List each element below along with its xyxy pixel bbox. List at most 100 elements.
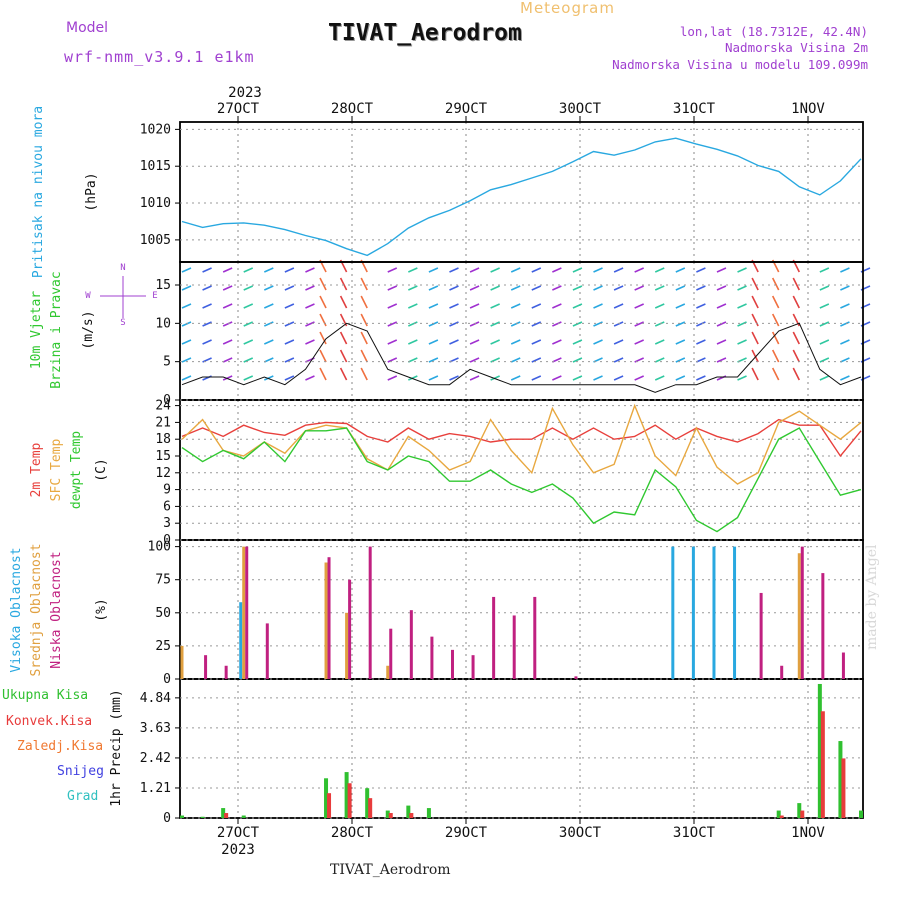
wind-arrow-9-4 [360, 331, 368, 345]
cloud-bar-0-26 [712, 546, 716, 679]
precip-bar-0-3 [241, 815, 246, 818]
temp-ylabel-name-2: dewpt Temp [69, 431, 84, 509]
cloud-ylabel-name-0: Visoka Oblacnost [9, 547, 24, 672]
wind-arrow-7-4 [319, 331, 327, 345]
wind-arrow-17-6 [531, 375, 542, 381]
wind-arrow-2-4 [222, 339, 233, 345]
ytick-label-temperature-0: 0 [163, 533, 171, 548]
pressure-ylabel-unit: (hPa) [84, 172, 99, 211]
panel-frame-precipitation [179, 678, 864, 819]
ytick-label-temperature-2: 6 [163, 499, 171, 514]
wind-arrow-3-5 [243, 357, 254, 363]
wind-arrow-15-3 [490, 321, 500, 327]
precip-ylabel-unit: 1hr Precip (mm) [109, 689, 124, 806]
wind-arrow-23-2 [654, 303, 665, 309]
ytick-label-clouds-0: 0 [163, 672, 171, 687]
wind-arrow-5-1 [284, 285, 295, 291]
wind-arrow-18-0 [552, 267, 562, 273]
precip-bar-0-12 [426, 808, 431, 818]
wind-arrow-27-2 [737, 303, 747, 309]
ytick-label-pressure-2: 1015 [140, 159, 171, 174]
cloud-bar-2-13 [450, 649, 454, 679]
wind-arrow-4-6 [263, 375, 274, 381]
wind-arrow-14-1 [469, 285, 480, 291]
ytick-label-precipitation-0: 0 [163, 811, 171, 826]
day-label-top-5: 1NOV [791, 101, 825, 117]
panel-frame-temperature [179, 399, 864, 541]
wind-arrow-13-3 [449, 321, 459, 327]
precip-bar-1-32 [841, 758, 846, 818]
wind-arrow-10-5 [387, 357, 398, 363]
wind-arrow-5-5 [284, 357, 295, 363]
wind-arrow-28-1 [751, 277, 759, 291]
ytick-label-precipitation-3: 3.63 [140, 721, 171, 736]
wind-arrow-3-4 [243, 339, 254, 345]
wind-arrow-32-3 [840, 321, 850, 327]
altitude-label: Nadmorska Visina 2m [725, 40, 868, 55]
wind-arrow-26-2 [716, 303, 727, 309]
wind-arrow-15-1 [490, 285, 500, 291]
precip-bar-0-9 [365, 788, 370, 818]
wind-arrow-13-0 [449, 267, 459, 273]
compass-e: E [152, 291, 157, 301]
precip-bar-1-10 [388, 813, 393, 818]
wind-arrow-16-1 [510, 285, 521, 291]
year-label-top: 2023 [228, 85, 262, 101]
wind-arrow-29-4 [771, 331, 780, 345]
wind-arrow-30-4 [792, 331, 800, 345]
cloud-bar-2-32 [841, 652, 845, 679]
wind-arrow-1-3 [202, 321, 212, 327]
year-label-bottom: 2023 [221, 842, 255, 858]
wind-arrow-22-4 [634, 339, 644, 345]
cloud-bar-0-25 [691, 546, 695, 679]
wind-arrow-28-3 [751, 313, 759, 327]
wind-arrow-19-0 [572, 267, 583, 273]
cloud-bar-2-14 [471, 655, 475, 679]
cloud-bar-2-29 [780, 665, 784, 679]
precip-bar-1-31 [820, 711, 825, 818]
wind-arrow-19-6 [572, 375, 583, 381]
wind-arrow-2-0 [222, 267, 233, 273]
wind-arrow-3-3 [243, 321, 254, 327]
wind-arrow-7-6 [319, 367, 327, 381]
wind-arrow-28-4 [751, 331, 759, 345]
wind-arrow-0-1 [181, 285, 192, 291]
wind-arrow-12-1 [428, 285, 439, 291]
ytick-label-precipitation-1: 1.21 [140, 781, 171, 796]
wind-arrow-17-3 [531, 321, 542, 327]
wind-arrow-14-5 [469, 357, 480, 363]
wind-arrow-31-6 [819, 375, 830, 381]
wind-arrow-21-5 [613, 357, 624, 363]
wind-arrow-27-0 [737, 267, 747, 273]
wind-arrow-0-5 [181, 357, 192, 363]
wind-arrow-0-3 [181, 321, 192, 327]
ytick-label-precipitation-2: 2.42 [140, 751, 171, 766]
wind-arrow-10-6 [387, 375, 398, 381]
wind-arrow-14-6 [469, 375, 480, 381]
cloud-bar-2-2 [224, 665, 228, 679]
ytick-label-temperature-6: 18 [155, 432, 171, 447]
wind-arrow-0-6 [181, 375, 192, 381]
day-label-top-3: 30OCT [559, 101, 602, 117]
wind-arrow-4-1 [263, 285, 274, 291]
wind-arrow-1-0 [202, 267, 212, 273]
wind-arrow-31-5 [819, 357, 830, 363]
wind-arrow-20-3 [593, 321, 603, 327]
wind-arrow-27-4 [737, 339, 747, 345]
compass-n: N [120, 263, 125, 273]
wind-arrow-27-1 [737, 285, 747, 291]
precip-bar-0-32 [838, 741, 843, 818]
wind-arrow-24-5 [675, 357, 686, 363]
wind-ylabel-name-2: Brzina i Pravac [49, 271, 64, 388]
ytick-label-temperature-8: 24 [155, 399, 171, 414]
wind-arrow-29-1 [771, 277, 780, 291]
wind-arrow-1-2 [202, 303, 212, 309]
precip-bar-0-1 [200, 816, 205, 818]
wind-arrow-27-6 [737, 375, 747, 381]
wind-arrow-13-4 [449, 339, 459, 345]
wind-arrow-17-2 [531, 303, 542, 309]
precip-legend-4: Grad [67, 789, 98, 804]
author-signature: made by Angel [864, 544, 880, 651]
wind-arrow-21-6 [613, 375, 624, 381]
wind-arrow-7-5 [319, 349, 327, 363]
